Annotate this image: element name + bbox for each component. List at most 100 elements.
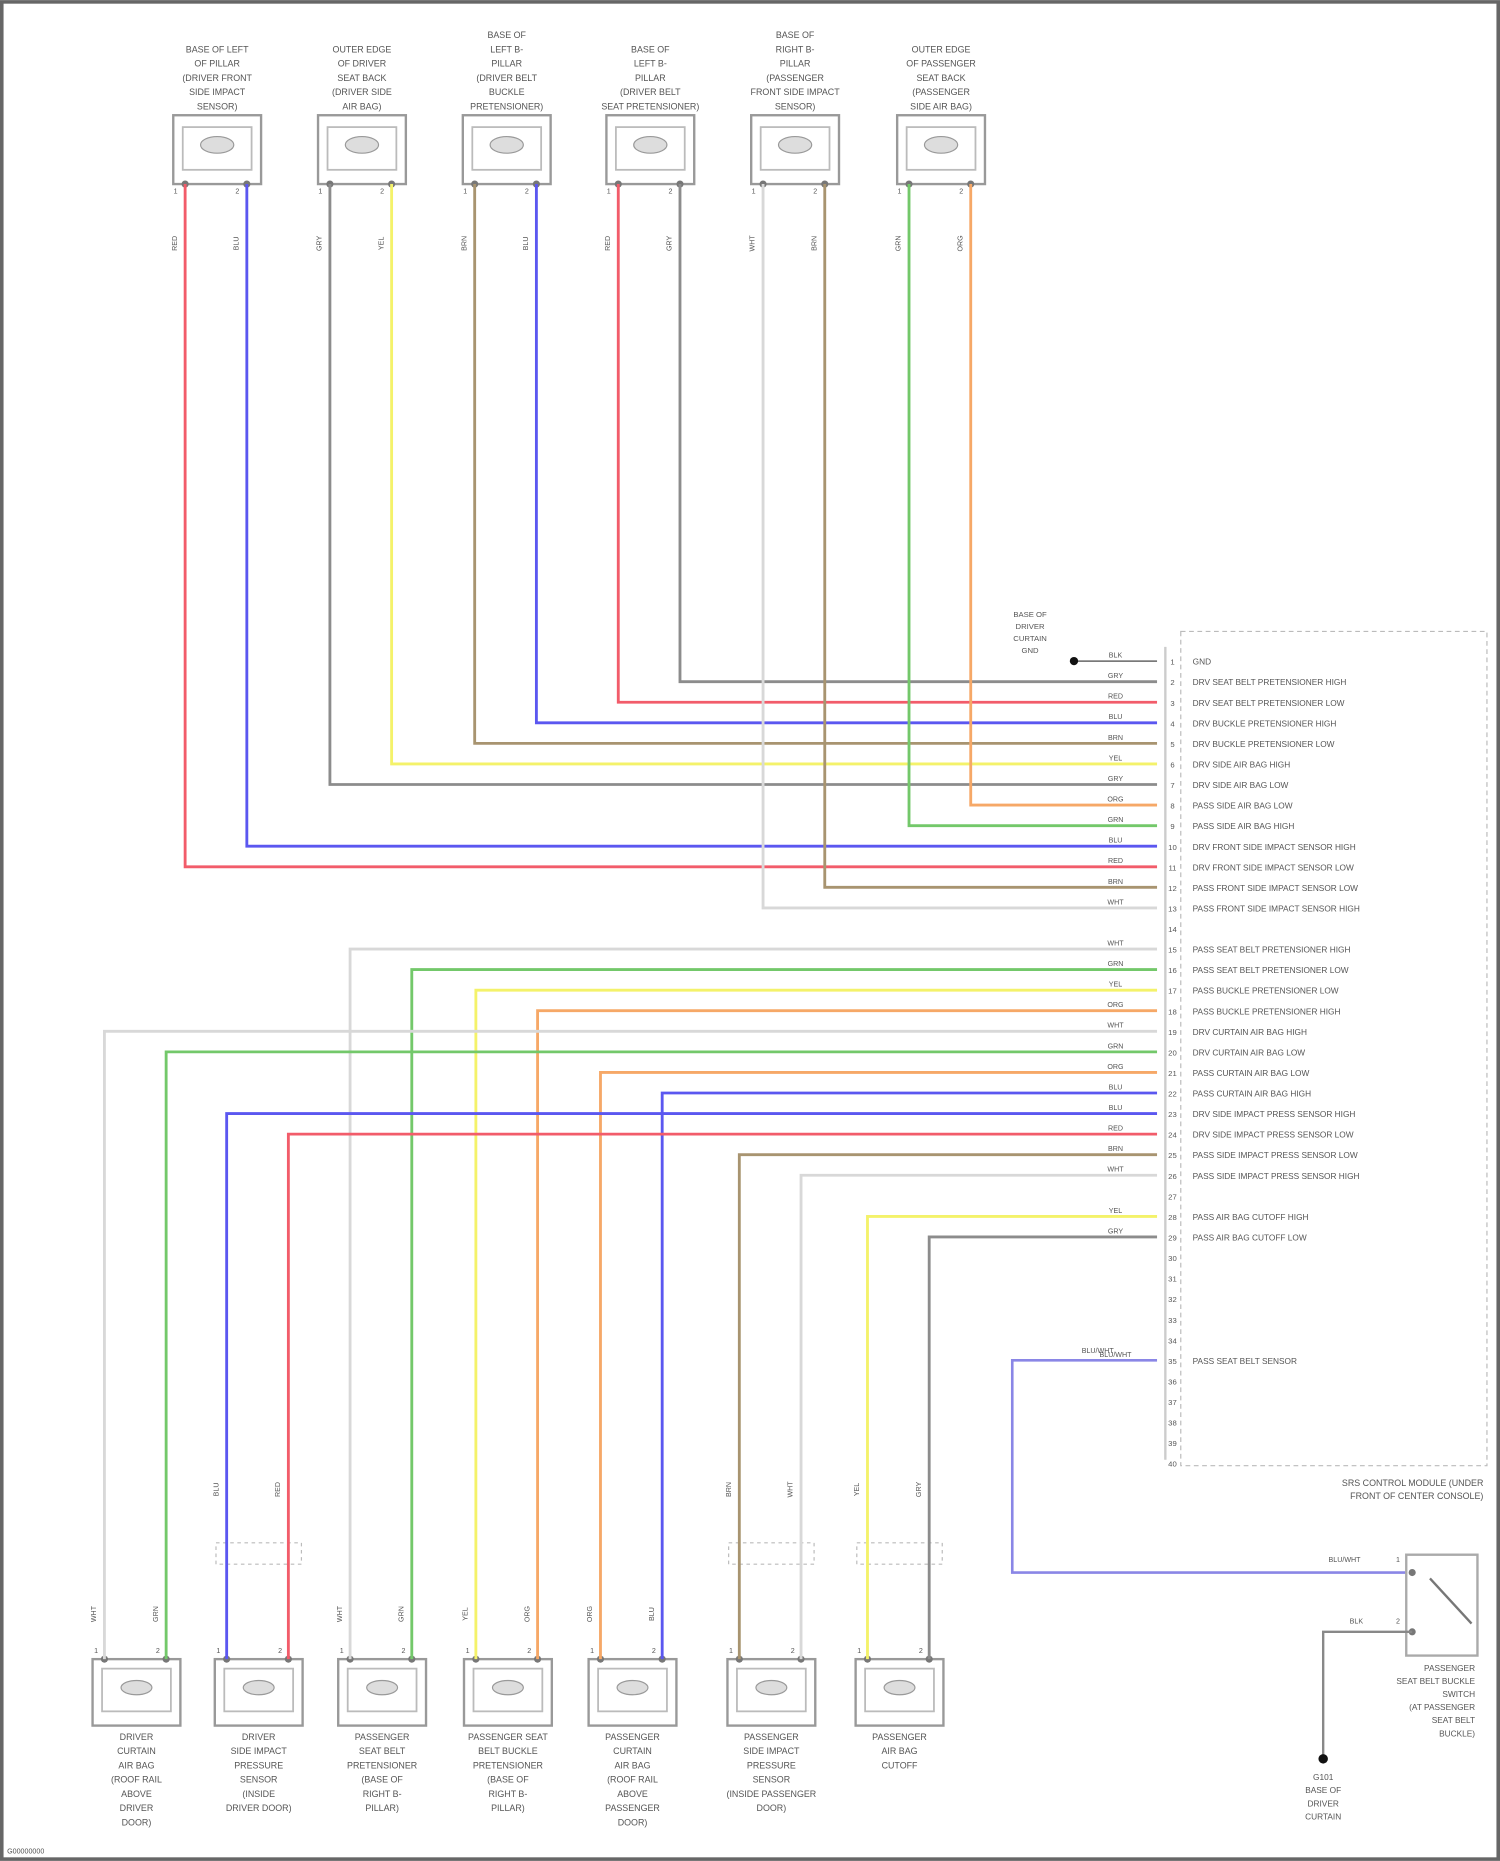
module-pin-number: 40	[1168, 1460, 1177, 1469]
wire-red-pin-3	[616, 184, 1158, 704]
wire-brn-pin-25	[737, 1153, 1158, 1660]
wire-blu-pin-22	[660, 1091, 1158, 1660]
module-wire-color-code: GRY	[1108, 1227, 1124, 1235]
module-pin-label: DRV FRONT SIDE IMPACT SENSOR HIGH	[1193, 842, 1356, 852]
wire-color-code: BRN	[725, 1482, 733, 1497]
module-pin-label: PASS AIR BAG CUTOFF HIGH	[1193, 1212, 1309, 1222]
module-pin-label: DRV SIDE AIR BAG LOW	[1193, 780, 1289, 790]
sensor-body	[471, 126, 543, 171]
module-pin-number: 21	[1168, 1069, 1177, 1078]
top-component-label: BASE OF	[487, 30, 526, 40]
ground-label: DRIVER	[1016, 622, 1046, 631]
module-wire-color-code: YEL	[1109, 754, 1122, 762]
bottom-component-label: PASSENGER	[355, 1732, 410, 1742]
wire-wht-pin-15	[348, 947, 1158, 1660]
module-wire-color-code: ORG	[1107, 796, 1123, 804]
module-pin-number: 19	[1168, 1028, 1177, 1037]
bottom-component-label: AIR BAG	[614, 1760, 650, 1770]
sensor-body	[864, 1667, 935, 1713]
pin-number: 2	[527, 1647, 531, 1655]
bottom-component-label: DRIVER	[242, 1732, 276, 1742]
bottom-component-label: RIGHT B-	[488, 1789, 527, 1799]
pin-number: 1	[174, 188, 178, 196]
pin-number: 1	[752, 188, 756, 196]
pin-number: 2	[380, 188, 384, 196]
sensor-body	[759, 126, 831, 171]
wire-color-code: BLU/WHT	[1329, 1556, 1362, 1564]
wire-color-code: GRY	[316, 236, 324, 252]
wire-gry-pin-29	[927, 1235, 1158, 1660]
top-component-label: OF PILLAR	[194, 59, 240, 69]
bottom-component-label: PRETENSIONER	[473, 1760, 544, 1770]
module-wire-color-code: BLU	[1109, 837, 1123, 845]
module-pin-label: PASS SEAT BELT PRETENSIONER LOW	[1193, 965, 1349, 975]
sensor-element-icon	[366, 1679, 399, 1696]
sensor-body	[326, 126, 398, 171]
sensor-element-icon	[344, 135, 380, 154]
pin-number: 1	[466, 1647, 470, 1655]
wire-blu-wht-pin-35	[1010, 1359, 1413, 1574]
sensor-body	[905, 126, 977, 171]
pin-number: 2	[791, 1647, 795, 1655]
module-pin-label: PASS AIR BAG CUTOFF LOW	[1193, 1233, 1307, 1243]
pin-number: 2	[959, 188, 963, 196]
connector-pin	[1408, 1568, 1416, 1577]
wire-org-pin-18	[536, 1009, 1158, 1660]
module-pin-number: 5	[1170, 740, 1174, 749]
bottom-component-label: ABOVE	[121, 1789, 152, 1799]
wire-color-code: GRN	[397, 1606, 405, 1622]
module-pin-number: 34	[1168, 1336, 1177, 1345]
module-pin-number: 6	[1170, 761, 1174, 770]
wire-color-code: BLU	[212, 1483, 220, 1497]
top-component-label: (DRIVER FRONT	[182, 73, 252, 83]
bottom-component-label: PRESSURE	[234, 1760, 283, 1770]
module-pin-number: 1	[1170, 658, 1174, 667]
wire-wht-pin-26	[799, 1173, 1158, 1660]
module-pin-number: 24	[1168, 1131, 1177, 1140]
wire-color-code: ORG	[586, 1606, 594, 1622]
bottom-component-label: (ROOF RAIL	[111, 1775, 162, 1785]
module-pin-label: DRV SIDE AIR BAG HIGH	[1193, 760, 1291, 770]
wire-color-code: GRN	[152, 1606, 160, 1622]
top-component-label: SENSOR)	[197, 101, 238, 111]
module-pin-label: DRV BUCKLE PRETENSIONER LOW	[1193, 739, 1335, 749]
sensor-element-icon	[755, 1679, 788, 1696]
ground-icon	[1318, 1754, 1328, 1764]
module-pin-number: 12	[1168, 884, 1177, 893]
pin-number: 1	[857, 1647, 861, 1655]
bottom-component-label: PRETENSIONER	[347, 1760, 418, 1770]
inline-connector	[728, 1542, 815, 1565]
seat-belt-switch-label: SEAT BELT BUCKLE	[1396, 1676, 1475, 1686]
module-pin-number: 27	[1168, 1192, 1177, 1201]
module-wire-color-code: GRN	[1108, 960, 1124, 968]
module-wire-color-code: WHT	[1107, 1022, 1124, 1030]
bottom-component-label: PASSENGER	[605, 1803, 660, 1813]
wire-org-pin-8	[969, 184, 1158, 807]
wire-color-code: WHT	[787, 1481, 795, 1498]
bottom-component-label: DRIVER	[120, 1803, 154, 1813]
wire-color-code: RED	[274, 1482, 282, 1497]
top-component-label: PILLAR	[491, 59, 522, 69]
bottom-component-label: PASSENGER	[744, 1732, 799, 1742]
module-pin-number: 7	[1170, 781, 1174, 790]
sensor-body	[736, 1667, 807, 1713]
module-pin-label: DRV CURTAIN AIR BAG HIGH	[1193, 1027, 1307, 1037]
wire-brn-pin-12	[823, 184, 1158, 889]
pin-number: 2	[278, 1647, 282, 1655]
module-pin-label: DRV SIDE IMPACT PRESS SENSOR HIGH	[1193, 1109, 1356, 1119]
wire-red-pin-11	[183, 184, 1158, 869]
pin-number: 2	[156, 1647, 160, 1655]
wire-yel-pin-6	[390, 184, 1158, 766]
pin-number: 1	[590, 1647, 594, 1655]
top-component-label: (DRIVER BELT	[620, 87, 681, 97]
sensor-element-icon	[923, 135, 959, 154]
pin-number: 2	[652, 1647, 656, 1655]
pin-number: 1	[729, 1647, 733, 1655]
top-component-label: AIR BAG)	[342, 101, 381, 111]
module-pin-label: PASS SEAT BELT SENSOR	[1193, 1356, 1297, 1366]
ground-label: BASE OF	[1305, 1785, 1341, 1795]
pin-number: 1	[607, 188, 611, 196]
module-wire-color-code: WHT	[1107, 898, 1124, 906]
sensor-element-icon	[199, 135, 235, 154]
pin-number: 2	[669, 188, 673, 196]
